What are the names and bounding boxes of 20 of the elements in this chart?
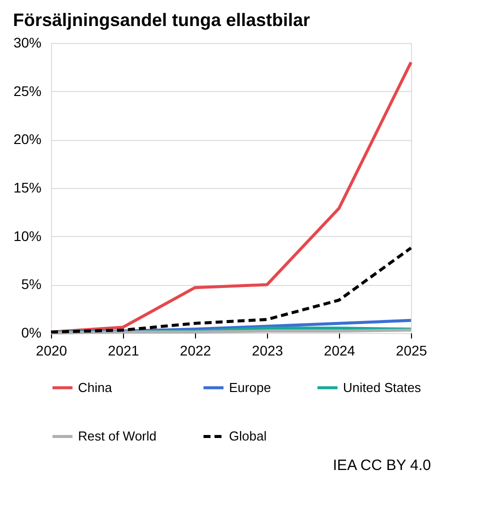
y-tick-label: 20%	[13, 131, 42, 148]
y-tick-label: 5%	[21, 276, 42, 292]
legend-label: United States	[343, 380, 422, 395]
y-tick-label: 0%	[21, 324, 42, 340]
y-tick-label: 30%	[13, 34, 42, 50]
x-tick-label: 2022	[180, 342, 212, 358]
chart-title: Försäljningsandel tunga ellastbilar	[12, 10, 310, 30]
x-tick-label: 2024	[324, 342, 356, 358]
legend-label: China	[78, 380, 113, 395]
x-tick-label: 2020	[36, 342, 68, 358]
text: IEA CC BY 4.0	[332, 457, 431, 474]
legend-label: Rest of World	[78, 428, 157, 444]
x-tick-label: 2023	[252, 342, 284, 358]
x-tick-label: 2021	[108, 342, 140, 358]
x-tick-label: 2025	[396, 342, 428, 358]
y-tick-label: 10%	[13, 228, 42, 244]
legend-label: Global	[229, 428, 267, 444]
legend-label: Europe	[229, 380, 271, 395]
y-tick-label: 15%	[13, 180, 42, 196]
y-tick-label: 25%	[13, 82, 42, 99]
